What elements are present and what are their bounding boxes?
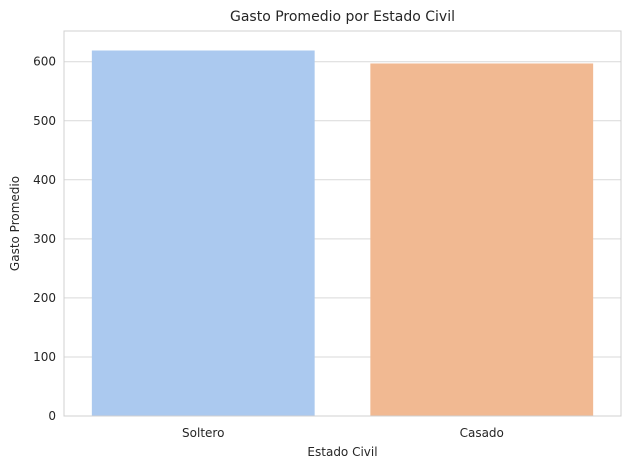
y-tick-label: 600 bbox=[33, 55, 56, 69]
x-tick-label: Casado bbox=[460, 426, 504, 440]
y-tick-label: 0 bbox=[48, 409, 56, 423]
plot-frame bbox=[63, 30, 622, 417]
x-axis-ticks: Soltero Casado bbox=[182, 426, 504, 440]
y-tick-label: 300 bbox=[33, 232, 56, 246]
bars bbox=[91, 50, 594, 417]
y-axis-ticks: 0 100 200 300 400 500 600 bbox=[33, 55, 56, 423]
y-tick-label: 400 bbox=[33, 173, 56, 187]
chart-title: Gasto Promedio por Estado Civil bbox=[230, 9, 455, 25]
bar-soltero bbox=[91, 50, 315, 416]
bar-casado bbox=[370, 63, 594, 417]
y-tick-label: 500 bbox=[33, 114, 56, 128]
x-axis-label: Estado Civil bbox=[307, 445, 377, 459]
y-axis-label: Gasto Promedio bbox=[8, 176, 22, 271]
x-tick-label: Soltero bbox=[182, 426, 224, 440]
y-tick-label: 200 bbox=[33, 291, 56, 305]
y-tick-label: 100 bbox=[33, 350, 56, 364]
